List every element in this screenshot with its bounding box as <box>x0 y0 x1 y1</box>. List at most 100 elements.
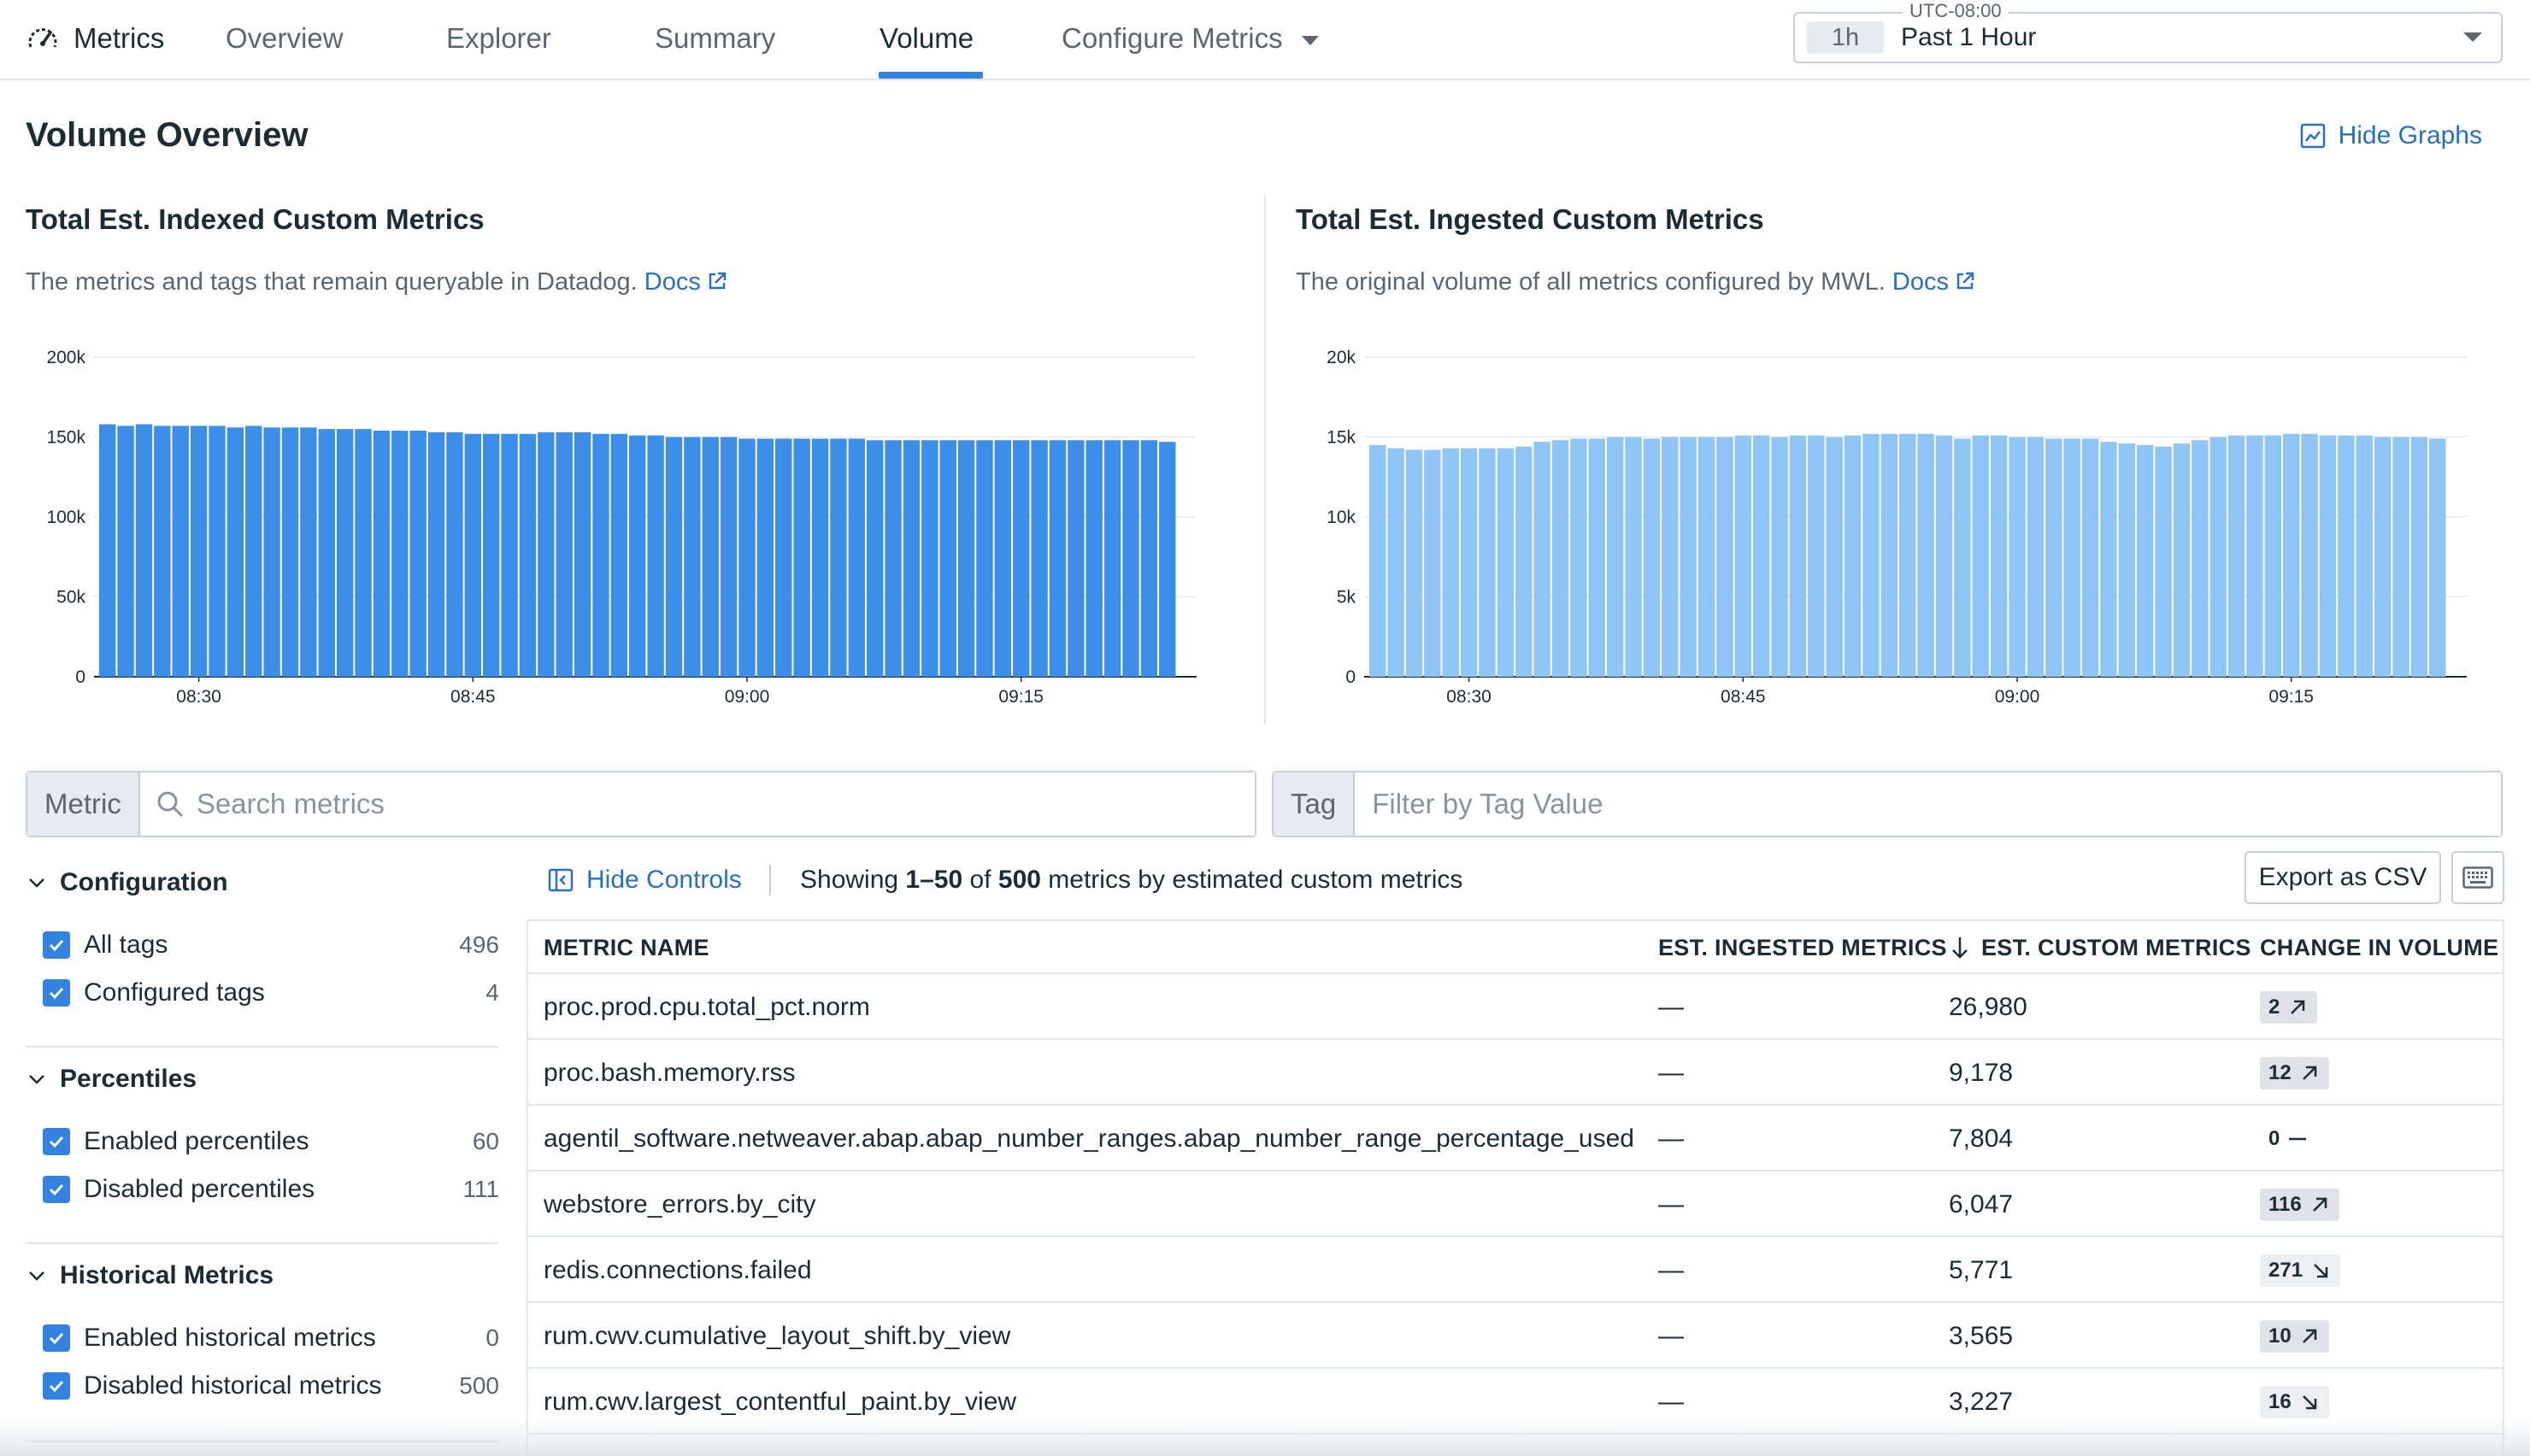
chart-divider <box>1264 195 1266 725</box>
timezone-label: UTC-08:00 <box>1903 0 2009 22</box>
hide-controls-button[interactable]: Hide Controls <box>547 863 742 897</box>
arrow-down-right-icon <box>2302 1395 2316 1410</box>
filter-enabled-historical[interactable]: Enabled historical metrics 0 <box>43 1321 499 1355</box>
est-ingested: — <box>1658 1190 1684 1218</box>
metric-name[interactable]: agentil_software.netweaver.abap.abap_num… <box>544 1124 1634 1153</box>
check-icon <box>49 1380 64 1393</box>
bar <box>245 426 262 677</box>
filter-group-percentiles[interactable]: Percentiles <box>26 1065 197 1094</box>
table-row[interactable]: redis.connections.failed — 5,771 271 <box>528 1237 2503 1303</box>
arrow-up-right-icon <box>2302 1329 2316 1343</box>
brand-label: Metrics <box>74 22 165 54</box>
bar <box>665 437 683 677</box>
bar <box>1606 437 1624 677</box>
filter-group-historical-metrics[interactable]: Historical Metrics <box>26 1261 274 1290</box>
table-row[interactable]: agentil_software.netweaver.abap.abap_num… <box>528 1106 2503 1171</box>
bar <box>300 427 317 677</box>
checkbox-checked[interactable] <box>43 979 70 1007</box>
bar <box>1551 440 1569 677</box>
top-nav: Metrics Overview Explorer Summary Volume… <box>0 0 2530 80</box>
y-tick-label: 100k <box>46 508 85 527</box>
column-est-custom[interactable]: EST. CUSTOM METRICS <box>1949 921 2251 974</box>
metric-name[interactable]: redis.connections.failed <box>544 1256 812 1284</box>
metric-name[interactable]: rum.cwv.largest_contentful_paint.by_view <box>544 1388 1017 1416</box>
sort-descending-icon <box>1952 937 1968 959</box>
search-metrics-input[interactable] <box>184 772 1255 836</box>
time-range-picker[interactable]: 1h Past 1 Hour <box>1793 12 2503 63</box>
filter-divider <box>26 1242 499 1244</box>
filter-enabled-percentiles[interactable]: Enabled percentiles 60 <box>43 1124 499 1159</box>
bar <box>1808 435 1825 677</box>
change-badge: 12 <box>2260 1057 2329 1089</box>
bar <box>756 438 774 677</box>
arrow-up-right-icon <box>2291 1000 2305 1014</box>
bar <box>1716 437 1733 677</box>
hide-graphs-button[interactable]: Hide Graphs <box>2299 121 2482 150</box>
filter-group-title: Historical Metrics <box>60 1261 274 1289</box>
check-icon <box>49 1183 64 1196</box>
bar <box>2081 438 2099 677</box>
checkbox-checked[interactable] <box>43 1324 70 1352</box>
table-row[interactable]: proc.bash.memory.rss — 9,178 12 <box>528 1040 2503 1106</box>
indexed-docs-link[interactable]: Docs <box>644 268 728 296</box>
filter-disabled-percentiles[interactable]: Disabled percentiles 111 <box>43 1172 499 1206</box>
est-custom: 7,804 <box>1949 1124 2014 1153</box>
bar <box>1771 437 1788 677</box>
metric-name[interactable]: proc.prod.cpu.total_pct.norm <box>544 993 870 1021</box>
keyboard-icon <box>2462 866 2493 889</box>
checkbox-checked[interactable] <box>43 931 70 959</box>
bar <box>519 433 537 677</box>
showing-suffix: metrics by estimated custom metrics <box>1048 866 1463 894</box>
checkbox-checked[interactable] <box>43 1372 70 1400</box>
filter-configured-tags[interactable]: Configured tags 4 <box>43 976 499 1010</box>
bar <box>209 426 226 677</box>
tab-explorer[interactable]: Explorer <box>446 22 551 54</box>
bar <box>1086 440 1103 677</box>
column-change-in-volume[interactable]: CHANGE IN VOLUME <box>2260 935 2499 960</box>
metrics-table: METRIC NAME EST. INGESTED METRICS EST. C… <box>527 919 2504 1456</box>
export-csv-button[interactable]: Export as CSV <box>2245 851 2441 904</box>
bar <box>1103 440 1121 677</box>
table-row[interactable]: proc.prod.cpu.total_pct.norm — 26,980 2 <box>528 974 2503 1040</box>
bar <box>1972 435 1989 677</box>
tab-overview[interactable]: Overview <box>226 22 344 54</box>
bar <box>2155 446 2172 677</box>
column-metric-name[interactable]: METRIC NAME <box>544 935 709 960</box>
metric-name[interactable]: proc.bash.memory.rss <box>544 1059 796 1087</box>
bar <box>702 437 719 677</box>
tab-volume[interactable]: Volume <box>880 22 974 54</box>
bar <box>1159 442 1176 677</box>
checkbox-checked[interactable] <box>43 1176 70 1203</box>
bar <box>2118 443 2135 677</box>
filter-group-configuration[interactable]: Configuration <box>26 868 228 897</box>
bar <box>1369 444 1386 677</box>
x-tick-label: 09:00 <box>725 687 770 707</box>
table-row[interactable]: webstore_errors.by_city — 6,047 116 <box>528 1171 2503 1237</box>
bar <box>2283 433 2300 677</box>
tab-summary[interactable]: Summary <box>655 22 776 54</box>
checkbox-checked[interactable] <box>43 1128 70 1155</box>
bar <box>501 433 518 677</box>
bar <box>190 426 208 677</box>
bar <box>2063 438 2080 677</box>
tag-filter-input[interactable] <box>1355 772 2501 836</box>
keyboard-shortcuts-button[interactable] <box>2451 851 2504 904</box>
ingested-docs-link[interactable]: Docs <box>1892 268 1976 296</box>
metric-name[interactable]: webstore_errors.by_city <box>544 1190 816 1218</box>
filter-disabled-historical[interactable]: Disabled historical metrics 500 <box>43 1369 499 1403</box>
column-est-ingested[interactable]: EST. INGESTED METRICS <box>1658 935 1947 960</box>
metric-name[interactable]: rum.cwv.cumulative_layout_shift.by_view <box>544 1322 1011 1350</box>
bar <box>939 440 956 677</box>
table-row[interactable]: rum.cwv.cumulative_layout_shift.by_view … <box>528 1303 2503 1369</box>
bar <box>2100 442 2117 677</box>
bar <box>647 435 664 677</box>
bar <box>866 440 884 677</box>
bar <box>592 433 609 677</box>
est-custom: 6,047 <box>1949 1190 2014 1218</box>
bar <box>99 424 116 677</box>
bar <box>2227 435 2245 677</box>
brand[interactable]: Metrics <box>24 17 164 60</box>
filter-all-tags[interactable]: All tags 496 <box>43 928 499 962</box>
tab-configure-metrics[interactable]: Configure Metrics <box>1062 17 1319 60</box>
